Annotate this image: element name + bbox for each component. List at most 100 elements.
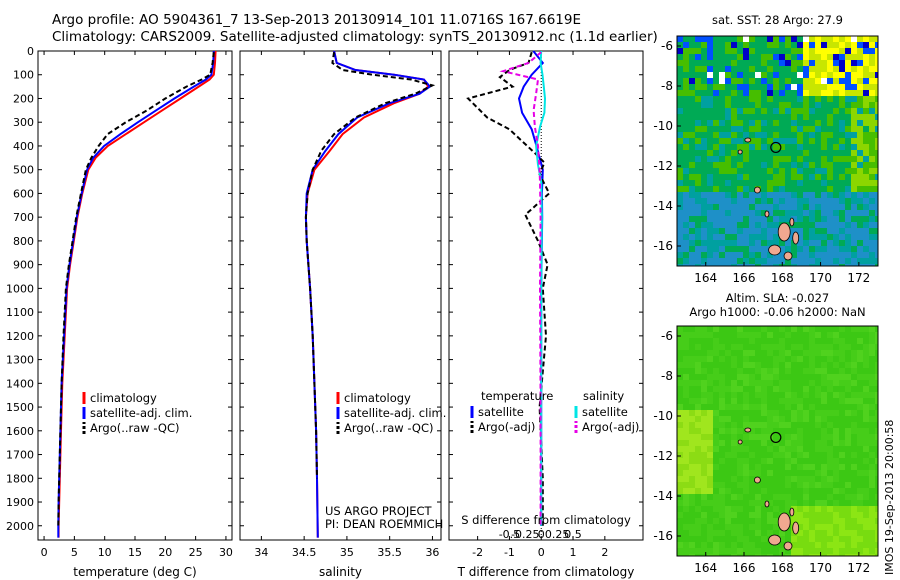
heatmap-cell: [869, 162, 876, 169]
heatmap-cell: [845, 150, 852, 157]
heatmap-cell: [737, 494, 744, 501]
heatmap-cell: [779, 542, 786, 549]
heatmap-cell: [821, 512, 828, 519]
heatmap-cell: [761, 198, 768, 205]
heatmap-cell: [731, 114, 738, 121]
heatmap-cell: [707, 380, 714, 387]
heatmap-cell: [833, 530, 840, 537]
heatmap-cell: [803, 144, 810, 151]
heatmap-cell: [695, 512, 702, 519]
heatmap-cell: [773, 440, 780, 447]
heatmap-cell: [683, 410, 690, 417]
x-tick-label: -2: [472, 546, 483, 559]
heatmap-cell: [815, 180, 822, 187]
heatmap-cell: [743, 102, 750, 109]
heatmap-cell: [689, 228, 696, 235]
heatmap-cell: [737, 126, 744, 133]
heatmap-cell: [833, 338, 840, 345]
heatmap-cell: [737, 246, 744, 253]
heatmap-cell: [737, 264, 744, 267]
heatmap-cell: [815, 554, 822, 557]
heatmap-cell: [701, 362, 708, 369]
heatmap-cell: [755, 332, 762, 339]
heatmap-cell: [761, 518, 768, 525]
heatmap-cell: [845, 470, 852, 477]
heatmap-cell: [815, 344, 822, 351]
heatmap-cell: [749, 120, 756, 127]
heatmap-cell: [773, 96, 780, 103]
heatmap-cell: [767, 138, 774, 145]
heatmap-cell: [695, 326, 702, 333]
heatmap-cell: [755, 204, 762, 211]
heatmap-cell: [725, 210, 732, 217]
heatmap-cell: [779, 186, 786, 193]
heatmap-cell: [839, 228, 846, 235]
heatmap-cell: [839, 554, 846, 557]
heatmap-cell: [749, 440, 756, 447]
heatmap-cell: [677, 42, 684, 49]
heatmap-cell: [767, 216, 774, 223]
heatmap-cell: [791, 192, 798, 199]
heatmap-cell: [845, 368, 852, 375]
heatmap-cell: [701, 252, 708, 259]
heatmap-cell: [713, 168, 720, 175]
heatmap-cell: [773, 84, 780, 91]
heatmap-cell: [821, 102, 828, 109]
heatmap-cell: [743, 108, 750, 115]
y-tick-label: 2000: [6, 520, 34, 533]
heatmap-cell: [743, 210, 750, 217]
heatmap-cell: [827, 246, 834, 253]
heatmap-cell: [791, 90, 798, 97]
heatmap-cell: [743, 494, 750, 501]
heatmap-cell: [797, 126, 804, 133]
heatmap-cell: [761, 344, 768, 351]
heatmap-cell: [785, 258, 792, 265]
heatmap-cell: [755, 410, 762, 417]
heatmap-cell: [851, 168, 858, 175]
heatmap-cell: [707, 542, 714, 549]
heatmap-cell: [809, 440, 816, 447]
heatmap-cell: [731, 482, 738, 489]
heatmap-cell: [797, 36, 804, 43]
heatmap-cell: [683, 216, 690, 223]
heatmap-cell: [875, 264, 879, 267]
heatmap-cell: [773, 368, 780, 375]
heatmap-cell: [701, 422, 708, 429]
heatmap-cell: [701, 258, 708, 265]
heatmap-cell: [719, 440, 726, 447]
heatmap-cell: [857, 374, 864, 381]
heatmap-cell: [713, 452, 720, 459]
heatmap-cell: [743, 174, 750, 181]
heatmap-cell: [725, 410, 732, 417]
heatmap-cell: [839, 114, 846, 121]
heatmap-cell: [869, 548, 876, 555]
heatmap-cell: [857, 264, 864, 267]
heatmap-cell: [833, 132, 840, 139]
heatmap-cell: [689, 380, 696, 387]
heatmap-cell: [749, 332, 756, 339]
heatmap-cell: [749, 554, 756, 557]
heatmap-cell: [737, 210, 744, 217]
heatmap-cell: [791, 258, 798, 265]
heatmap-cell: [755, 344, 762, 351]
heatmap-cell: [755, 222, 762, 229]
heatmap-cell: [707, 350, 714, 357]
heatmap-cell: [683, 464, 690, 471]
heatmap-cell: [863, 198, 870, 205]
heatmap-cell: [809, 332, 816, 339]
heatmap-cell: [797, 156, 804, 163]
heatmap-cell: [869, 168, 876, 175]
heatmap-cell: [707, 162, 714, 169]
heatmap-cell: [845, 428, 852, 435]
heatmap-cell: [719, 518, 726, 525]
heatmap-cell: [731, 108, 738, 115]
heatmap-cell: [737, 66, 744, 73]
heatmap-cell: [803, 150, 810, 157]
heatmap-cell: [767, 120, 774, 127]
heatmap-cell: [863, 524, 870, 531]
heatmap-cell: [701, 470, 708, 477]
heatmap-cell: [869, 530, 876, 537]
heatmap-cell: [761, 554, 768, 557]
heatmap-cell: [701, 380, 708, 387]
heatmap-cell: [701, 410, 708, 417]
